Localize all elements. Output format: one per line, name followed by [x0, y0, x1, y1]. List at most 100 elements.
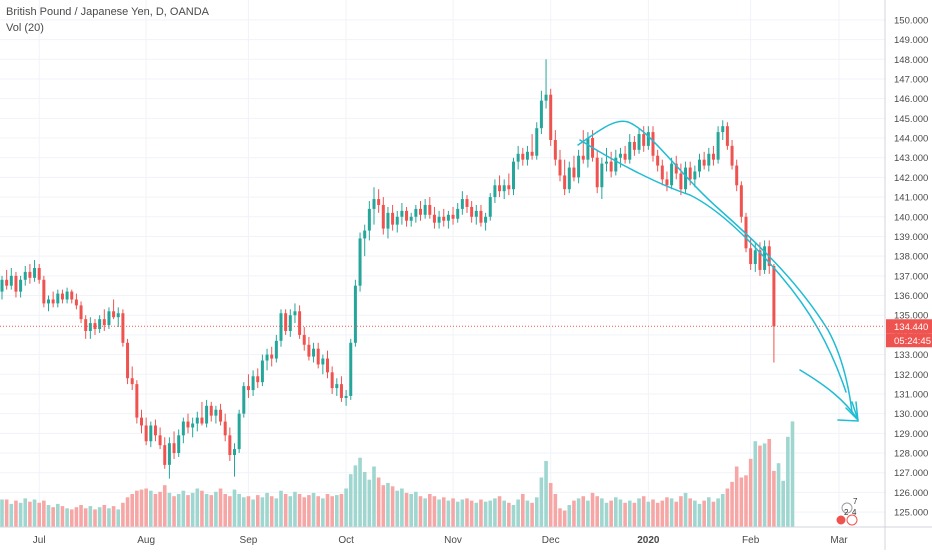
volume-bars [0, 421, 795, 527]
volume-bar [348, 474, 353, 527]
candle-body [149, 425, 153, 442]
candle-body [219, 409, 223, 422]
candle-body [539, 100, 543, 129]
volume-bar [572, 500, 576, 527]
volume-bar [46, 505, 51, 527]
candle [642, 126, 646, 152]
volume-bar [195, 488, 200, 527]
volume-bar [121, 502, 125, 527]
candle [474, 204, 478, 225]
volume-bar [479, 499, 483, 527]
candle [735, 159, 739, 192]
candle [265, 348, 269, 371]
volume-bar [111, 506, 116, 527]
candle-body [135, 384, 139, 418]
candle [149, 421, 153, 448]
price-tick-label: 125.000 [894, 508, 928, 519]
candle-body [65, 291, 69, 300]
candle [330, 366, 334, 394]
volume-bar [720, 494, 725, 527]
volume-bar [242, 497, 246, 527]
candle [344, 390, 348, 406]
candle-body [553, 139, 557, 160]
chart-title: British Pound / Japanese Yen, D, OANDA [6, 6, 210, 18]
time-tick-label: Nov [444, 535, 462, 546]
candle-body [121, 313, 125, 343]
candle [140, 409, 143, 434]
candle-body [60, 293, 64, 300]
candle-body [423, 204, 427, 215]
volume-bar [730, 481, 734, 527]
candle [479, 204, 483, 227]
volume-bar [158, 491, 162, 527]
volume-bar [618, 499, 623, 527]
candle [581, 130, 585, 164]
candle-body [205, 405, 209, 424]
candle [186, 413, 190, 434]
candle [684, 161, 688, 194]
candle-body [23, 271, 27, 280]
volume-bar [307, 495, 311, 527]
candle-body [409, 216, 413, 221]
volume-bar [725, 488, 730, 527]
trend-curve-lower [579, 139, 847, 393]
candle [70, 289, 74, 304]
volume-bar [614, 497, 618, 527]
volume-bar [428, 494, 432, 527]
candle-body [158, 435, 162, 446]
candle [79, 301, 83, 324]
candle-body [74, 299, 78, 306]
volume-bar [781, 480, 785, 527]
candle-body [214, 409, 218, 416]
volume-bar [116, 509, 121, 527]
volume-bar [409, 494, 413, 527]
volume-bar [753, 441, 758, 527]
candle-body [725, 126, 729, 146]
time-tick-label: Sep [240, 535, 258, 546]
candle-body [437, 216, 441, 223]
volume-bar [632, 502, 637, 527]
candle [335, 378, 339, 396]
price-tick-label: 146.000 [894, 94, 928, 105]
volume-bar [237, 494, 241, 527]
candle [679, 163, 683, 196]
candle-body [381, 204, 385, 229]
candle [563, 159, 567, 196]
volume-bar [246, 496, 251, 527]
price-tick-label: 133.000 [894, 350, 928, 361]
candle-body [251, 376, 255, 391]
candle-body [442, 216, 446, 221]
candle [9, 267, 13, 290]
candle [42, 275, 46, 308]
volume-bar [488, 500, 493, 527]
volume-bar [0, 499, 4, 527]
candle [521, 147, 525, 166]
last-price-label: 134.440 [894, 322, 928, 333]
candle [530, 134, 534, 160]
candle [191, 417, 195, 438]
candle-body [646, 132, 650, 146]
volume-bar [223, 494, 227, 527]
candle [730, 139, 734, 170]
volume-bar [665, 497, 669, 527]
candle-body [419, 208, 422, 215]
candle-body [512, 161, 515, 190]
volume-bar [167, 492, 172, 527]
candle-body [544, 94, 548, 101]
candle [772, 264, 776, 363]
candle [74, 293, 78, 310]
candle-body [465, 199, 469, 207]
candle-body [79, 305, 83, 320]
volume-bar [186, 495, 190, 527]
candle-body [530, 151, 534, 156]
candle-body [335, 384, 339, 389]
candle [646, 126, 650, 150]
candle [237, 409, 241, 454]
volume-bar [455, 501, 460, 527]
volume-bar [623, 502, 627, 527]
volume-bar [465, 498, 469, 527]
candle [716, 126, 720, 164]
candle-body [744, 216, 748, 249]
